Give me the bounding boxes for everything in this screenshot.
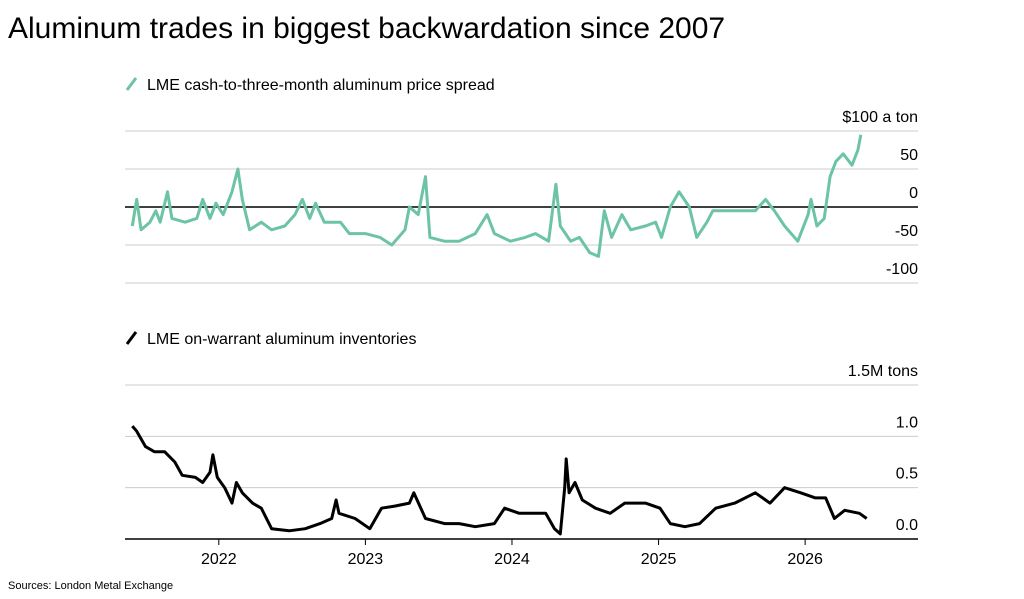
x-tick-label: 2022 (201, 551, 237, 568)
source: Sources: London Metal Exchange (8, 580, 173, 592)
y-tick-label: -100 (886, 261, 918, 278)
legend-icon (125, 77, 138, 91)
legend-label: LME cash-to-three-month aluminum price s… (147, 77, 495, 94)
page-title: Aluminum trades in biggest backwardation… (8, 12, 725, 45)
data-line (131, 425, 868, 536)
x-tick-label: 2024 (494, 551, 530, 568)
legend-label: LME on-warrant aluminum inventories (147, 331, 416, 348)
y-tick-label: 0 (909, 185, 918, 202)
data-line (130, 134, 863, 258)
legend-icon (125, 331, 138, 345)
y-tick-label: 1.0 (896, 414, 918, 431)
y-tick-label: 50 (900, 147, 918, 164)
y-tick-label: 0.0 (896, 517, 918, 534)
y-tick-label: -50 (895, 223, 918, 240)
y-tick-label: $100 a ton (842, 109, 918, 126)
y-tick-label: 0.5 (896, 466, 918, 483)
x-tick-label: 2025 (641, 551, 677, 568)
x-tick-label: 2026 (787, 551, 823, 568)
x-tick-label: 2023 (348, 551, 384, 568)
y-tick-label: 1.5M tons (848, 363, 918, 380)
